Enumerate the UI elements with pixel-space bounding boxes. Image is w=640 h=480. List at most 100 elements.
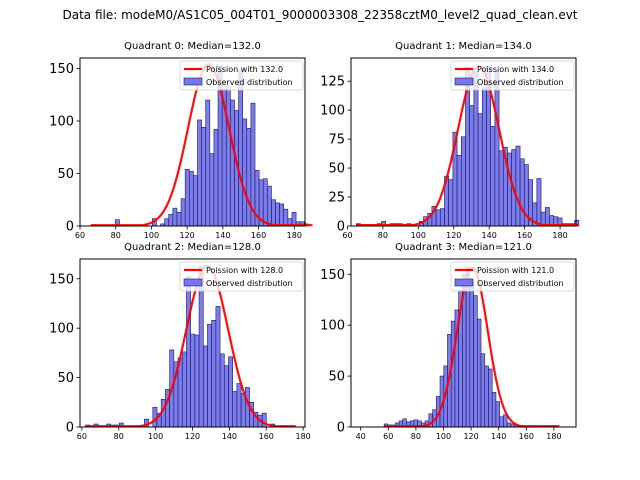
x-tick-label: 120 (180, 231, 195, 240)
histogram-bar (172, 207, 178, 227)
legend-label-fit: Poission with 128.0 (206, 266, 283, 275)
histogram-bar (519, 158, 525, 227)
histogram-bar (490, 126, 496, 227)
histogram-bar (469, 281, 474, 428)
histogram-bar (262, 178, 268, 227)
histogram-bar (279, 203, 285, 227)
x-tick-label: 140 (215, 231, 230, 240)
histogram-bar (201, 127, 207, 227)
histogram-bar (291, 212, 297, 227)
legend-box (450, 60, 575, 91)
legend-box (450, 261, 575, 292)
histogram-bar (536, 178, 542, 227)
histogram-bar (215, 306, 221, 428)
histogram-bar (236, 383, 242, 428)
y-tick-label: 50 (328, 370, 345, 385)
legend-label-observed: Observed distribution (477, 78, 564, 87)
x-tick-label: 60 (383, 432, 393, 441)
y-tick-label: 75 (328, 133, 345, 148)
histogram-bar (219, 353, 225, 428)
x-tick-label: 160 (517, 231, 532, 240)
x-tick-label: 100 (436, 432, 451, 441)
histogram-bar (456, 155, 462, 227)
legend: Poission with 121.0 Observed distribution (450, 261, 575, 292)
x-tick-label: 120 (185, 432, 200, 441)
histogram-bar (460, 136, 466, 227)
histogram-bar (498, 150, 504, 227)
y-tick-label: 0 (337, 220, 345, 235)
x-tick-label: 100 (411, 231, 426, 240)
axes-frame (350, 57, 577, 227)
subplot-quadrant-0: Quadrant 0: Median=132.0 60 80 100 120 140 160… (49, 41, 313, 240)
histogram-bar (506, 422, 512, 428)
histogram-bar (223, 365, 229, 428)
x-tick-label: 80 (411, 432, 421, 441)
y-tick-label: 0 (66, 220, 74, 235)
y-tick-label: 50 (328, 162, 345, 177)
histogram-bar (238, 70, 243, 227)
histogram-bar (246, 128, 252, 227)
histogram-bar (209, 153, 215, 227)
subplot-title: Quadrant 0: Median=132.0 (124, 41, 261, 52)
histogram-bar (488, 368, 493, 428)
histogram-bar (450, 320, 456, 428)
x-tick-label: 140 (482, 231, 497, 240)
subplot-quadrant-2: Quadrant 2: Median=128.0 60 80 100 120 140 160… (49, 242, 311, 441)
x-tick-label: 180 (546, 432, 561, 441)
histogram-bar (477, 113, 483, 227)
y-tick-label: 150 (49, 272, 74, 287)
legend-bar-swatch (454, 278, 474, 287)
subplot-title: Quadrant 1: Median=134.0 (395, 41, 532, 52)
subplot-quadrant-1: Quadrant 1: Median=134.0 60 80 100 120 140 160… (320, 41, 580, 240)
histogram-bar (207, 323, 212, 428)
legend: Poission with 132.0 Observed distribution (179, 60, 304, 91)
x-tick-label: 60 (75, 231, 85, 240)
x-tick-label: 140 (222, 432, 237, 441)
x-tick-label: 80 (114, 432, 124, 441)
legend-label-observed: Observed distribution (477, 279, 564, 288)
histogram-bar (267, 185, 272, 227)
x-tick-label: 140 (491, 432, 506, 441)
histogram-bar (275, 202, 280, 227)
legend-bar-swatch (454, 77, 474, 86)
legend-label-fit: Poission with 132.0 (206, 65, 283, 74)
legend-label-observed: Observed distribution (206, 279, 293, 288)
histogram-bar (473, 71, 479, 227)
histogram-bar (240, 393, 246, 428)
x-tick-label: 180 (552, 231, 567, 240)
histogram-bar (448, 179, 454, 227)
histogram-bar (225, 86, 231, 227)
histogram-bar (205, 99, 211, 227)
x-tick-label: 80 (111, 231, 121, 240)
x-tick-label: 160 (259, 432, 274, 441)
x-tick-label: 120 (463, 432, 478, 441)
histogram-bar (184, 169, 190, 227)
histogram-bar (202, 345, 208, 428)
x-tick-label: 180 (287, 231, 302, 240)
histogram-bar (435, 209, 441, 227)
legend-label-fit: Poission with 134.0 (477, 65, 554, 74)
histogram-bar (190, 333, 196, 428)
y-tick-label: 25 (328, 191, 345, 206)
y-tick-label: 100 (49, 115, 74, 130)
legend-label-observed: Observed distribution (206, 78, 293, 87)
axes-frame (350, 258, 577, 428)
histogram-bar (480, 353, 486, 428)
histogram-bar (499, 416, 504, 428)
histogram-bar (481, 87, 487, 227)
x-tick-label: 160 (519, 432, 534, 441)
histogram-bar (503, 414, 508, 428)
histogram-bar (197, 119, 202, 227)
x-tick-label: 100 (148, 432, 163, 441)
histogram-bar (484, 365, 489, 428)
y-tick-label: 100 (49, 322, 74, 337)
x-tick-label: 60 (77, 432, 87, 441)
figure-suptitle: Data file: modeM0/AS1C05_004T01_90000033… (62, 8, 578, 22)
legend: Poission with 128.0 Observed distribution (179, 261, 304, 292)
y-tick-label: 50 (57, 371, 74, 386)
x-tick-label: 100 (144, 231, 159, 240)
histogram-bar (469, 105, 475, 227)
x-tick-label: 40 (356, 432, 366, 441)
histogram-bar (439, 208, 445, 227)
legend-bar-swatch (183, 77, 203, 86)
